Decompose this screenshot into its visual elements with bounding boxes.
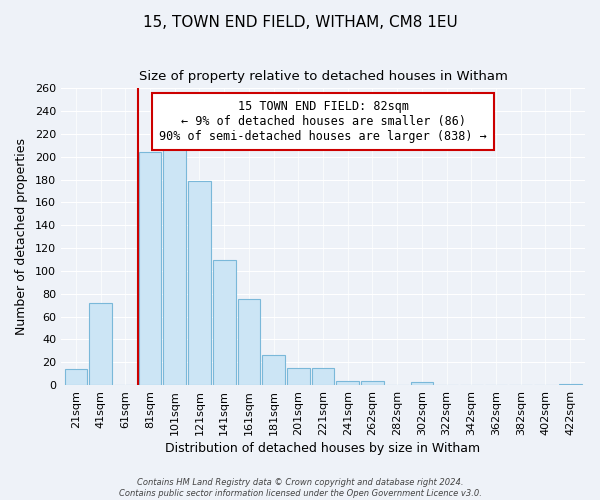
Bar [287, 368, 310, 385]
Bar [65, 369, 87, 385]
Text: Contains HM Land Registry data © Crown copyright and database right 2024.
Contai: Contains HM Land Registry data © Crown c… [119, 478, 481, 498]
Bar [238, 300, 260, 385]
Title: Size of property relative to detached houses in Witham: Size of property relative to detached ho… [139, 70, 508, 83]
Bar [188, 181, 211, 385]
Bar [559, 384, 581, 385]
Bar [337, 380, 359, 385]
Text: 15, TOWN END FIELD, WITHAM, CM8 1EU: 15, TOWN END FIELD, WITHAM, CM8 1EU [143, 15, 457, 30]
Text: 15 TOWN END FIELD: 82sqm
← 9% of detached houses are smaller (86)
90% of semi-de: 15 TOWN END FIELD: 82sqm ← 9% of detache… [159, 100, 487, 143]
Bar [139, 152, 161, 385]
Bar [213, 260, 236, 385]
X-axis label: Distribution of detached houses by size in Witham: Distribution of detached houses by size … [166, 442, 481, 455]
Bar [361, 380, 384, 385]
Bar [311, 368, 334, 385]
Bar [163, 146, 186, 385]
Y-axis label: Number of detached properties: Number of detached properties [15, 138, 28, 335]
Bar [410, 382, 433, 385]
Bar [262, 356, 285, 385]
Bar [89, 303, 112, 385]
